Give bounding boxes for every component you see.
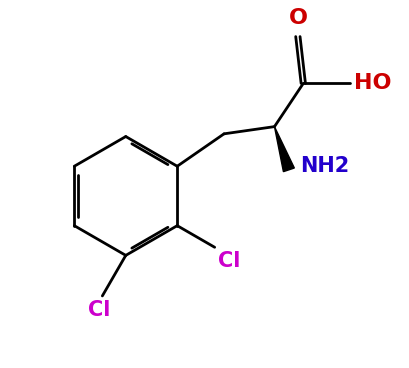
Text: O: O <box>288 8 307 28</box>
Text: NH2: NH2 <box>299 156 348 176</box>
Text: Cl: Cl <box>218 251 240 271</box>
Text: HO: HO <box>353 73 390 93</box>
Polygon shape <box>274 127 294 171</box>
Text: Cl: Cl <box>88 300 110 319</box>
